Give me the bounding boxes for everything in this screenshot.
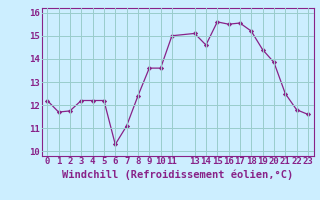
X-axis label: Windchill (Refroidissement éolien,°C): Windchill (Refroidissement éolien,°C) — [62, 169, 293, 180]
